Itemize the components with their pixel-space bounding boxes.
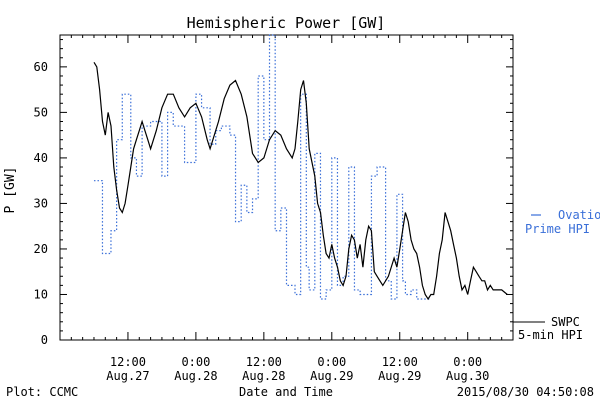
x-axis: 12:00Aug.270:00Aug.2812:00Aug.280:00Aug.…	[70, 35, 503, 383]
legend-ovation: Ovation Prime HPI	[525, 208, 600, 236]
y-tick-label: 20	[34, 242, 48, 256]
x-tick-time: 0:00	[317, 355, 346, 369]
plot-footer: Plot: CCMC	[6, 385, 78, 399]
y-tick-label: 60	[34, 60, 48, 74]
legend-ovation-label-line1: Ovation	[558, 208, 600, 222]
x-tick-date: Aug.28	[174, 369, 217, 383]
x-tick-date: Aug.28	[242, 369, 285, 383]
y-axis-label: P [GW]	[3, 167, 18, 214]
legend-ovation-label-line2: Prime HPI	[525, 222, 590, 236]
x-tick-date: Aug.27	[106, 369, 149, 383]
x-tick-time: 0:00	[453, 355, 482, 369]
x-tick-date: Aug.29	[378, 369, 421, 383]
y-tick-label: 30	[34, 196, 48, 210]
timestamp: 2015/08/30 04:50:08	[457, 385, 594, 399]
y-tick-label: 10	[34, 287, 48, 301]
series-ovation-prime-hpi	[93, 34, 431, 300]
legend-swpc: SWPC 5-min HPI	[513, 315, 583, 342]
x-tick-time: 12:00	[382, 355, 418, 369]
y-tick-label: 40	[34, 151, 48, 165]
x-tick-date: Aug.29	[310, 369, 353, 383]
y-tick-label: 50	[34, 105, 48, 119]
y-tick-label: 0	[41, 333, 48, 347]
chart-title: Hemispheric Power [GW]	[187, 14, 386, 32]
y-axis: 0 10 20 30 40 50 60	[34, 39, 513, 347]
x-axis-label: Date and Time	[239, 385, 333, 399]
x-tick-date: Aug.30	[446, 369, 489, 383]
x-tick-time: 0:00	[181, 355, 210, 369]
series-swpc-5min-hpi	[93, 61, 508, 301]
legend-swpc-label-line2: 5-min HPI	[518, 328, 583, 342]
x-tick-time: 12:00	[110, 355, 146, 369]
x-tick-time: 12:00	[246, 355, 282, 369]
legend-swpc-label-line1: SWPC	[551, 315, 580, 329]
